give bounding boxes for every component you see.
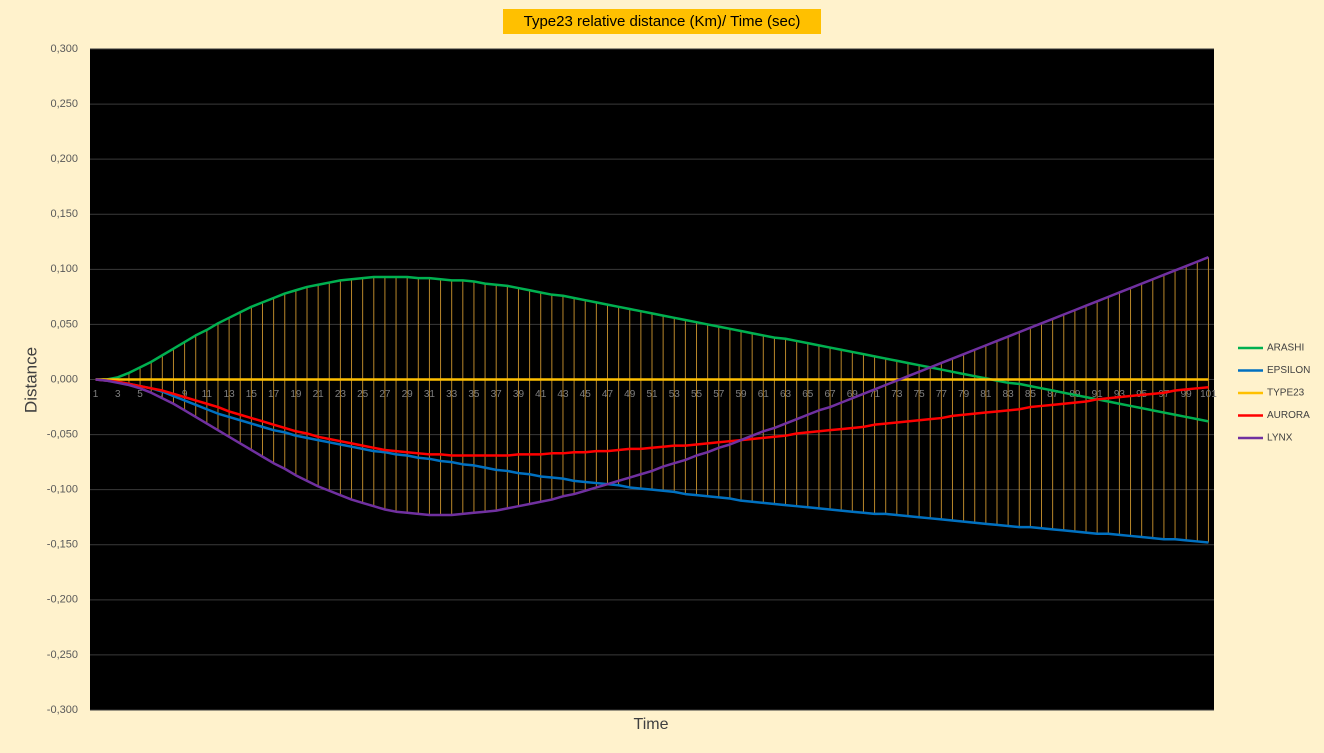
y-tick-label: 0,000 <box>50 373 78 385</box>
y-tick-label: -0,300 <box>47 704 78 716</box>
x-tick-label: 97 <box>1158 389 1170 400</box>
x-tick-label: 77 <box>936 389 948 400</box>
x-tick-label: 35 <box>468 389 480 400</box>
series-line <box>95 256 1209 517</box>
x-tick-label: 19 <box>290 389 302 400</box>
x-tick-label: 101 <box>1200 389 1217 400</box>
x-tick-label: 21 <box>313 389 325 400</box>
x-tick-label: 67 <box>824 389 836 400</box>
chart-title: Type23 relative distance (Km)/ Time (sec… <box>524 13 801 30</box>
x-tick-label: 29 <box>402 389 414 400</box>
x-tick-label: 43 <box>557 389 569 400</box>
x-tick-label: 27 <box>379 389 391 400</box>
x-tick-label: 71 <box>869 389 881 400</box>
x-tick-label: 5 <box>137 389 143 400</box>
x-tick-label: 99 <box>1181 389 1193 400</box>
x-tick-label: 93 <box>1114 389 1126 400</box>
x-tick-label: 17 <box>268 389 280 400</box>
x-tick-label: 65 <box>802 389 814 400</box>
x-tick-label: 23 <box>335 389 347 400</box>
x-tick-label: 9 <box>182 389 188 400</box>
y-tick-label: 0,200 <box>50 153 78 165</box>
legend-label: ARASHI <box>1267 343 1304 354</box>
y-tick-label: -0,100 <box>47 484 78 496</box>
x-tick-label: 31 <box>424 389 436 400</box>
y-tick-label: -0,200 <box>47 594 78 606</box>
x-tick-label: 3 <box>115 389 121 400</box>
x-tick-label: 45 <box>580 389 592 400</box>
x-tick-label: 13 <box>224 389 236 400</box>
y-axis-title: Distance <box>21 347 40 413</box>
y-tick-label: -0,050 <box>47 428 78 440</box>
x-axis-title: Time <box>634 716 669 733</box>
series-line <box>95 378 1209 544</box>
x-tick-label: 47 <box>602 389 614 400</box>
x-tick-label: 61 <box>758 389 770 400</box>
y-tick-label: 0,150 <box>50 208 78 220</box>
title-box <box>503 9 821 34</box>
x-tick-label: 1 <box>93 389 99 400</box>
x-tick-label: 69 <box>847 389 859 400</box>
y-tick-label: 0,050 <box>50 318 78 330</box>
legend-label: TYPE23 <box>1267 388 1305 399</box>
x-tick-label: 33 <box>446 389 458 400</box>
y-tick-label: 0,300 <box>50 43 78 55</box>
x-tick-label: 85 <box>1025 389 1037 400</box>
legend-label: AURORA <box>1267 410 1310 421</box>
series-line <box>95 378 1209 457</box>
x-tick-label: 63 <box>780 389 792 400</box>
x-tick-label: 7 <box>160 389 166 400</box>
x-tick-label: 55 <box>691 389 703 400</box>
x-tick-label: 79 <box>958 389 970 400</box>
y-tick-label: 0,250 <box>50 98 78 110</box>
x-tick-label: 91 <box>1092 389 1104 400</box>
x-tick-label: 11 <box>202 389 213 400</box>
x-tick-label: 41 <box>535 389 547 400</box>
x-tick-label: 49 <box>624 389 636 400</box>
legend-label: LYNX <box>1267 433 1293 444</box>
x-tick-label: 81 <box>980 389 992 400</box>
x-tick-label: 53 <box>669 389 681 400</box>
x-tick-label: 75 <box>914 389 926 400</box>
series-line <box>95 275 1209 423</box>
y-tick-label: -0,250 <box>47 649 78 661</box>
y-tick-label: 0,100 <box>50 263 78 275</box>
x-tick-label: 59 <box>735 389 747 400</box>
x-tick-label: 87 <box>1047 389 1059 400</box>
x-tick-label: 39 <box>513 389 525 400</box>
x-tick-label: 25 <box>357 389 369 400</box>
x-tick-label: 73 <box>891 389 903 400</box>
x-tick-label: 57 <box>713 389 725 400</box>
y-tick-label: -0,150 <box>47 539 78 551</box>
x-tick-label: 51 <box>646 389 658 400</box>
x-tick-label: 83 <box>1003 389 1015 400</box>
x-tick-label: 37 <box>491 389 503 400</box>
x-tick-label: 15 <box>246 389 258 400</box>
legend-label: EPSILON <box>1267 365 1310 376</box>
